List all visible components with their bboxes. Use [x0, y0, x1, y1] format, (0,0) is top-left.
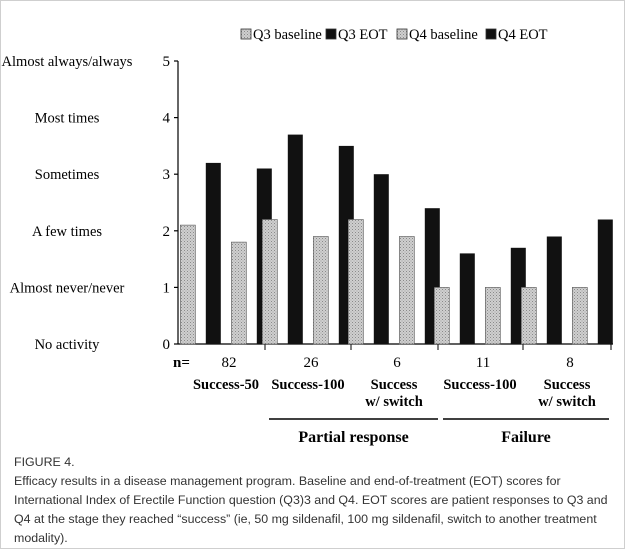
- bar: [312, 236, 329, 345]
- bar: [459, 253, 475, 344]
- bar: [398, 236, 415, 345]
- legend-swatch: [485, 28, 497, 40]
- bar: [231, 241, 247, 345]
- y-tick-label: Most times: [35, 111, 100, 127]
- figure-caption-text: Efficacy results in a disease management…: [14, 474, 608, 545]
- legend-swatch: [325, 28, 337, 40]
- y-tick-label: A few times: [32, 224, 102, 240]
- legend-entry: Q4 EOT: [498, 27, 548, 43]
- category-label: Success: [371, 377, 418, 393]
- category-label: w/ switch: [365, 394, 423, 410]
- bar: [261, 219, 278, 345]
- category-n: 6: [393, 355, 401, 371]
- category-groups: Partial response Failure: [269, 418, 609, 446]
- category-n: 26: [304, 355, 320, 371]
- y-tick-label: Almost always/always: [2, 54, 133, 70]
- bar: [180, 224, 196, 345]
- bar: [484, 287, 501, 345]
- bar: [546, 236, 562, 344]
- figure-caption: FIGURE 4. Efficacy results in a disease …: [14, 453, 614, 548]
- category-label: Success-100: [443, 377, 516, 393]
- y-tick-number: 2: [163, 224, 171, 240]
- bar: [520, 287, 537, 345]
- n-prefix: n=: [173, 355, 190, 371]
- bar: [571, 287, 588, 345]
- category-n: 8: [566, 355, 574, 371]
- y-tick-number: 3: [163, 167, 171, 183]
- category-n: 82: [222, 355, 237, 371]
- category-label: Success-50: [193, 377, 259, 393]
- legend-entry: Q3 baseline: [253, 27, 322, 43]
- legend-swatch: [240, 28, 252, 40]
- y-tick-label: No activity: [35, 337, 101, 353]
- figure-label: FIGURE 4.: [14, 455, 75, 469]
- bars: [180, 134, 613, 345]
- bar: [205, 162, 221, 344]
- category-n: 11: [476, 355, 490, 371]
- legend-entry: Q3 EOT: [338, 27, 388, 43]
- category-label: w/ switch: [538, 394, 596, 410]
- legend-entry: Q4 baseline: [409, 27, 478, 43]
- legend: Q3 baseline Q3 EOT Q4 baseline Q4 EOT: [240, 27, 548, 43]
- bar: [373, 174, 389, 344]
- bar: [347, 219, 364, 345]
- category-label: Success: [544, 377, 591, 393]
- y-tick-number: 4: [163, 111, 171, 127]
- y-tick-number: 1: [163, 280, 171, 296]
- legend-swatch: [396, 28, 408, 40]
- y-tick-number: 0: [163, 337, 171, 353]
- bar: [433, 287, 450, 345]
- group-label: Partial response: [298, 429, 408, 446]
- y-tick-label: Sometimes: [35, 167, 100, 183]
- y-tick-label: Almost never/never: [10, 280, 125, 296]
- bar: [597, 219, 613, 344]
- category-label: Success-100: [271, 377, 344, 393]
- y-axis: 0 No activity 1 Almost never/never 2 A few ti…: [2, 54, 179, 353]
- y-tick-number: 5: [163, 54, 171, 70]
- bar: [287, 134, 303, 344]
- group-label: Failure: [501, 429, 550, 446]
- bar-chart: Q3 baseline Q3 EOT Q4 baseline Q4 EOT 0 No a…: [2, 27, 613, 446]
